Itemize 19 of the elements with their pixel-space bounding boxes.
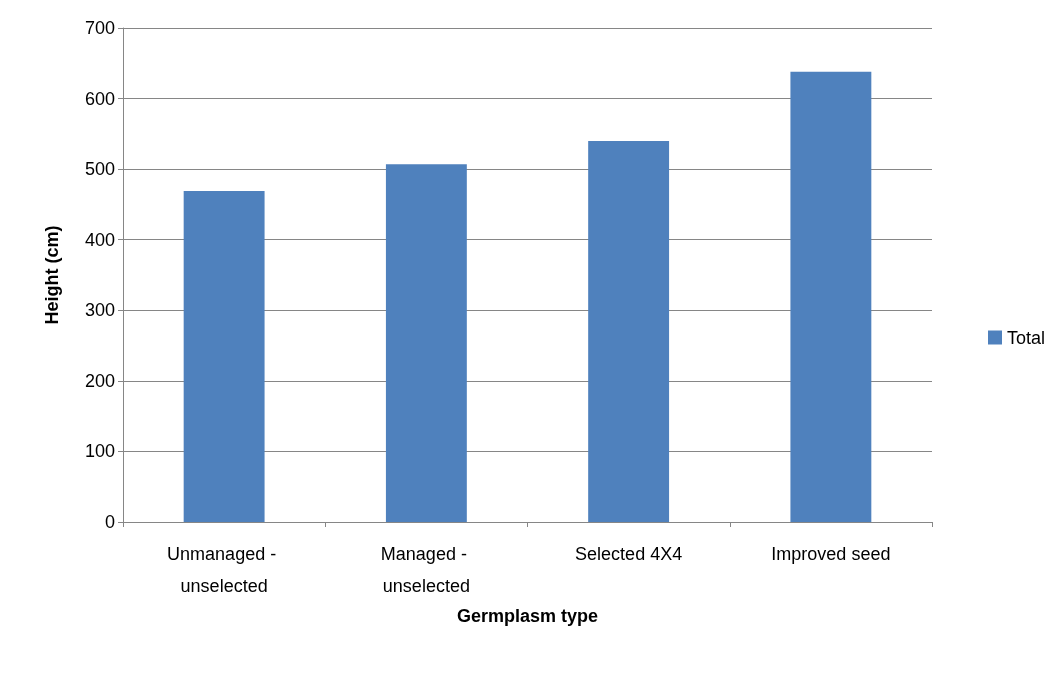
y-tick-label: 100 [84, 441, 115, 462]
y-axis-title: Height (cm) [42, 225, 62, 325]
y-tick-label: 600 [84, 88, 115, 109]
x-tick-label: Improved seed [771, 544, 891, 564]
bar [183, 191, 265, 522]
x-tick-label: Unmanaged - unselected [167, 544, 282, 596]
y-tick-label: 200 [84, 370, 115, 391]
bar [385, 164, 467, 522]
legend-label: Total [1006, 327, 1046, 348]
y-tick-label: 400 [84, 229, 115, 250]
x-axis-title: Germplasm type [456, 605, 599, 626]
x-tick-label: Managed - unselected [380, 544, 472, 596]
x-tick-label: Selected 4X4 [575, 544, 683, 564]
y-tick-label: 0 [104, 512, 115, 532]
bar [588, 140, 670, 522]
y-tick-label: 300 [84, 300, 115, 321]
y-tick-label: 500 [84, 159, 115, 180]
bar [790, 71, 872, 522]
y-tick-label: 700 [84, 18, 115, 38]
